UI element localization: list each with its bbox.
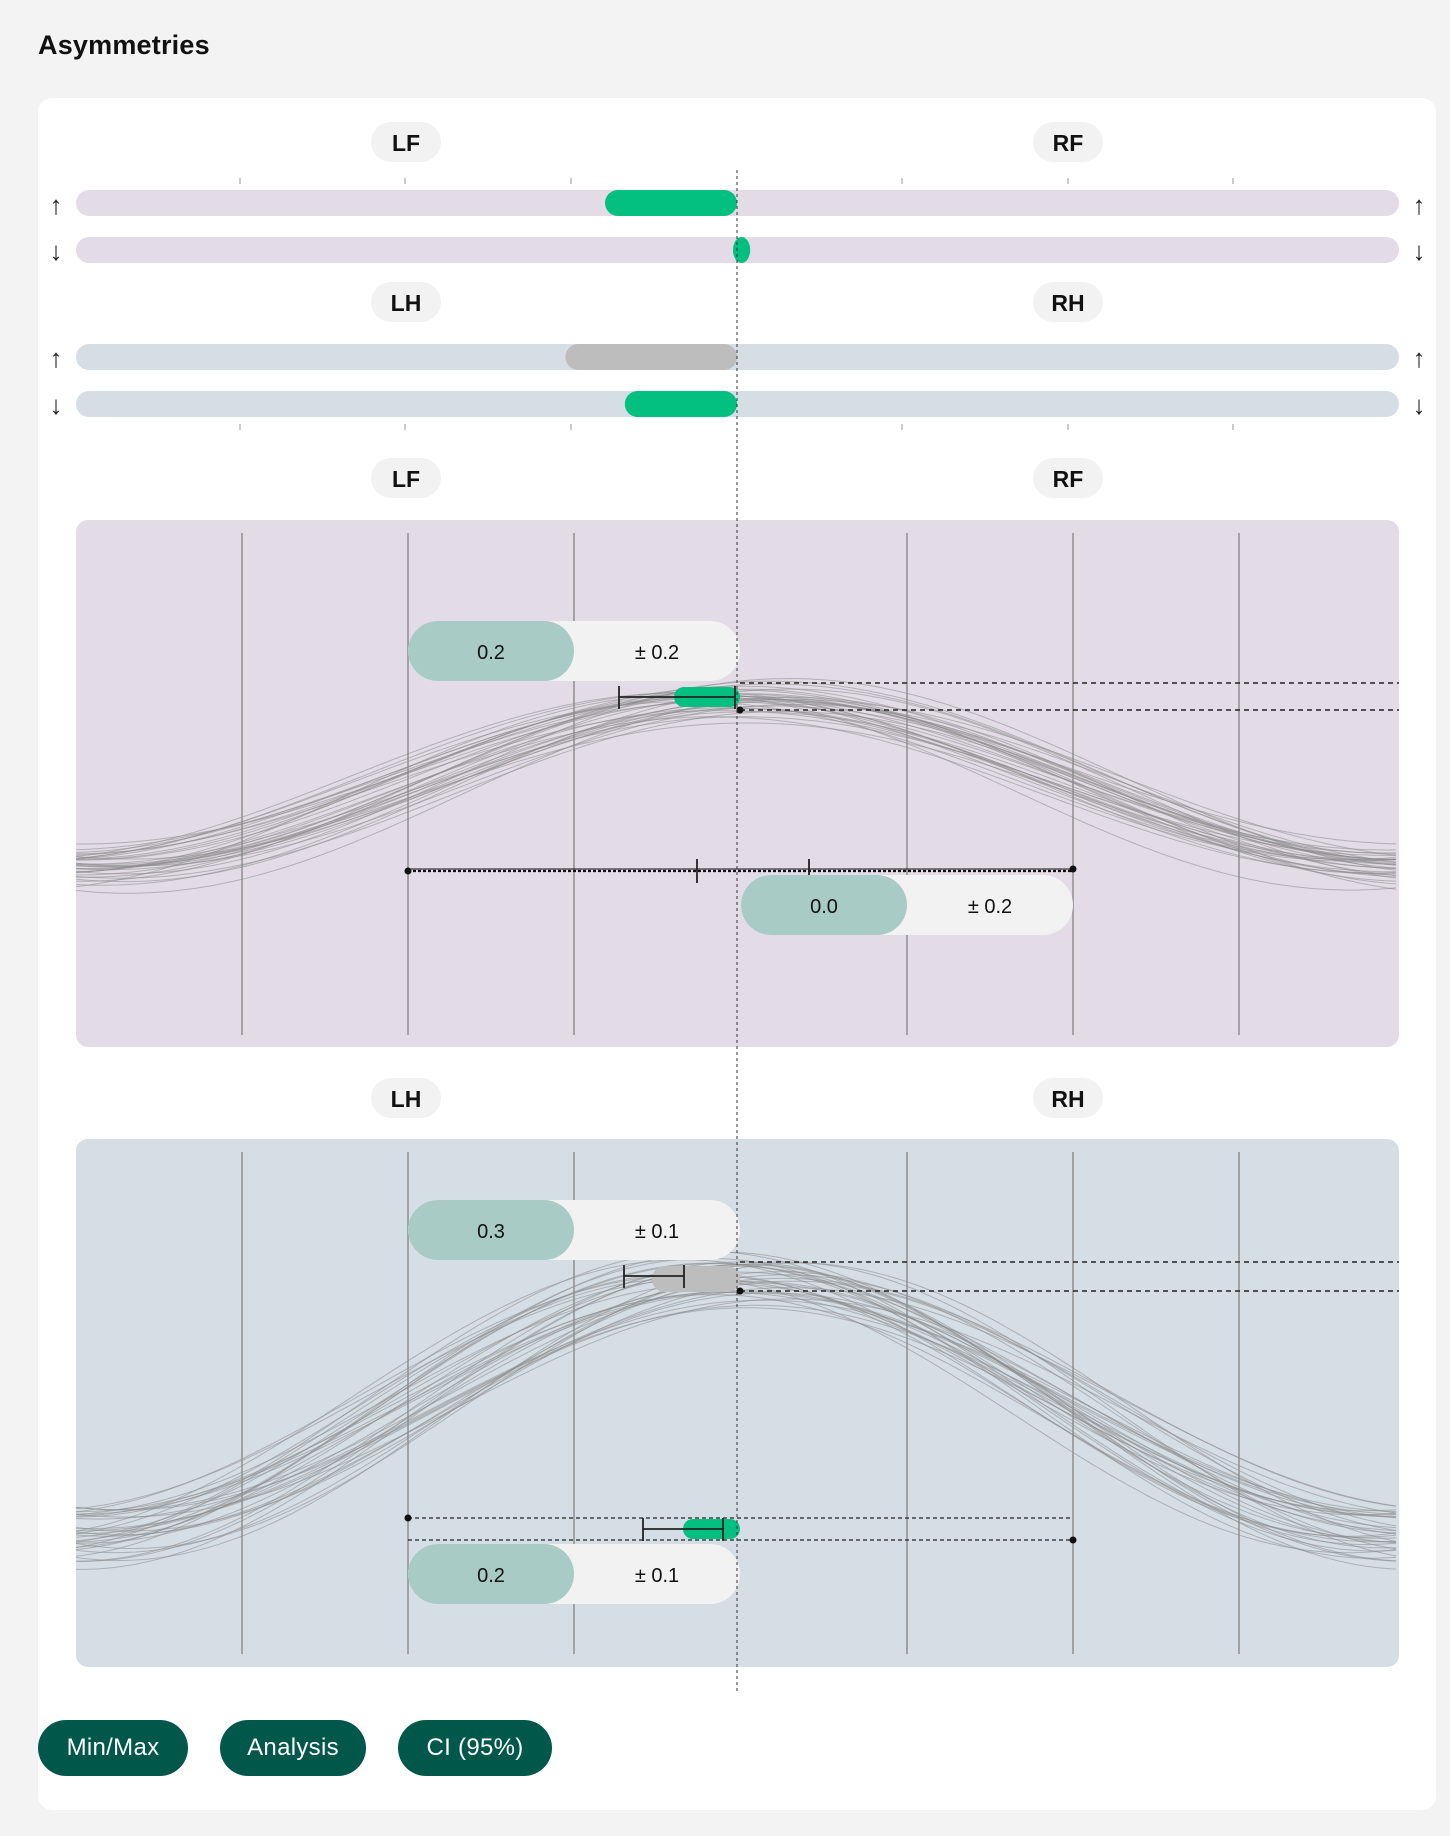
- tag-lf-top-label: LF: [392, 130, 420, 156]
- hind-down-bar: [624, 391, 737, 417]
- down-arrow-icon: ↓: [50, 236, 63, 266]
- hind-up-bar: [565, 344, 737, 370]
- front-down-bar: [733, 237, 751, 263]
- front-max-value-bg: [408, 621, 574, 681]
- front-max-markers: [618, 682, 1399, 714]
- asymmetry-visualization: LF RF ↑ ↑ ↓ ↓ LH RH: [50, 122, 1426, 1694]
- analysis-toggle-button[interactable]: Analysis: [220, 1720, 366, 1776]
- down-arrow-icon: ↓: [1413, 236, 1426, 266]
- up-arrow-icon: ↑: [1413, 190, 1426, 220]
- tag-rh-top-label: RH: [1051, 290, 1084, 316]
- tag-rh-top: RH: [1033, 282, 1103, 322]
- stride-curve: [75, 703, 1397, 867]
- stride-curve: [75, 1292, 1397, 1537]
- up-arrow-icon: ↑: [50, 190, 63, 220]
- tag-rf-detail: RF: [1033, 458, 1103, 498]
- ticks-bottom: [239, 424, 1234, 430]
- stride-curve: [75, 1304, 1397, 1529]
- tag-lf-detail: LF: [371, 458, 441, 498]
- down-arrow-icon: ↓: [1413, 390, 1426, 420]
- ci-toggle-button[interactable]: CI (95%): [398, 1720, 552, 1776]
- front-min-value: 0.0: [810, 896, 838, 918]
- front-max-pill: 0.2 ± 0.2: [408, 621, 740, 681]
- stride-curve: [75, 1261, 1397, 1562]
- stride-curve: [75, 1287, 1397, 1511]
- up-arrow-icon: ↑: [50, 343, 63, 373]
- tag-lf-top: LF: [371, 122, 441, 162]
- page-title: Asymmetries: [38, 30, 210, 60]
- hind-max-markers: [623, 1261, 1399, 1295]
- hind-min-sd: ± 0.1: [635, 1565, 679, 1587]
- tag-lh-detail-label: LH: [391, 1086, 422, 1112]
- front-min-value-bg: [741, 875, 907, 935]
- hind-min-value-bg: [408, 1544, 574, 1604]
- hind-max-value-bg: [408, 1200, 574, 1260]
- up-arrow-icon: ↑: [1413, 343, 1426, 373]
- stride-curve: [75, 680, 1397, 867]
- front-max-value: 0.2: [477, 642, 505, 664]
- front-detail-gridlines: [241, 533, 1240, 1035]
- front-max-sd: ± 0.2: [635, 642, 679, 664]
- hind-min-value: 0.2: [477, 1565, 505, 1587]
- hind-max-value: 0.3: [477, 1221, 505, 1243]
- hind-max-sd: ± 0.1: [635, 1221, 679, 1243]
- tag-lh-detail: LH: [371, 1078, 441, 1118]
- front-up-bar: [605, 190, 737, 216]
- ticks-top: [239, 178, 1234, 184]
- tag-rf-top: RF: [1033, 122, 1103, 162]
- tag-rf-top-label: RF: [1053, 130, 1084, 156]
- tag-lh-top: LH: [371, 282, 441, 322]
- tag-rh-detail-label: RH: [1051, 1086, 1084, 1112]
- front-min-sd: ± 0.2: [968, 896, 1012, 918]
- stride-curve: [75, 1257, 1397, 1559]
- stride-curve: [76, 1307, 1397, 1532]
- down-arrow-icon: ↓: [50, 390, 63, 420]
- stride-curve: [75, 710, 1397, 856]
- hind-min-pill: 0.2 ± 0.1: [408, 1544, 740, 1604]
- hind-min-markers: [404, 1514, 1077, 1544]
- toggle-row: Min/Max Analysis CI (95%): [38, 1720, 552, 1776]
- tag-rh-detail: RH: [1033, 1078, 1103, 1118]
- tag-lf-detail-label: LF: [392, 466, 420, 492]
- hind-max-pill: 0.3 ± 0.1: [408, 1200, 740, 1260]
- stride-curve: [76, 716, 1397, 865]
- stride-curve: [75, 1259, 1397, 1537]
- tag-lh-top-label: LH: [391, 290, 422, 316]
- tag-rf-detail-label: RF: [1053, 466, 1084, 492]
- stride-curve: [75, 1294, 1397, 1543]
- minmax-toggle-button[interactable]: Min/Max: [38, 1720, 188, 1776]
- stride-curve: [75, 708, 1397, 876]
- asymmetries-card: LF RF ↑ ↑ ↓ ↓ LH RH: [38, 98, 1436, 1810]
- stride-curve: [75, 1265, 1397, 1543]
- front-min-pill: 0.0 ± 0.2: [741, 875, 1073, 935]
